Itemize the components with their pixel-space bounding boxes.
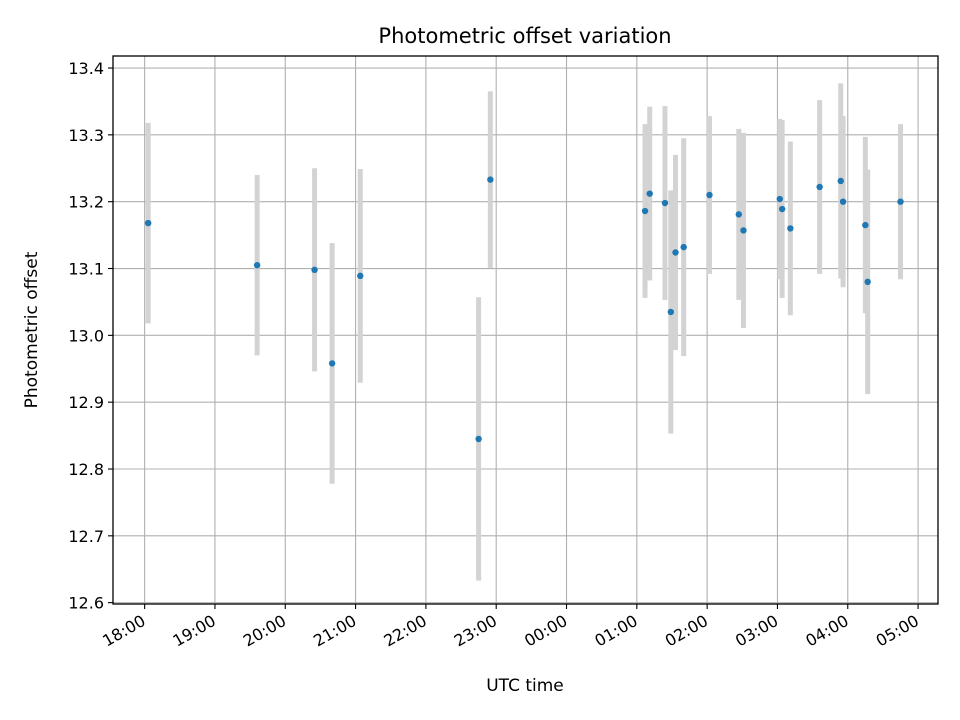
data-point [661, 199, 669, 207]
data-point [862, 221, 869, 229]
data-point [357, 272, 364, 280]
y-tick-label: 13.2 [68, 193, 104, 212]
data-point [672, 249, 679, 256]
data-point [680, 243, 687, 251]
data-point [641, 207, 649, 215]
y-tick-label: 13.0 [68, 326, 104, 345]
data-point [706, 191, 713, 199]
y-tick-label: 12.7 [68, 527, 104, 546]
data-point [740, 227, 747, 234]
y-tick-label: 13.4 [68, 59, 104, 78]
y-tick-label: 12.9 [68, 393, 104, 412]
data-point [864, 278, 871, 286]
chart-title: Photometric offset variation [378, 24, 671, 48]
plot-frame [112, 55, 939, 605]
x-axis-label: UTC time [486, 676, 564, 696]
data-point [144, 219, 152, 227]
data-point [778, 205, 786, 213]
y-tick-label: 12.8 [68, 460, 104, 479]
data-point [897, 198, 904, 205]
data-point [735, 211, 742, 218]
data-point [816, 183, 823, 191]
data-point [646, 190, 653, 197]
data-point [328, 360, 336, 367]
y-tick-label: 13.3 [68, 126, 104, 145]
data-point [839, 198, 847, 205]
data-points [144, 176, 904, 443]
data-point [667, 308, 675, 316]
y-tick-label: 12.6 [68, 594, 104, 613]
data-point [487, 176, 494, 183]
data-point [787, 225, 794, 232]
y-axis-label: Photometric offset [22, 251, 42, 408]
y-tick-label: 13.1 [68, 260, 104, 279]
data-point [776, 195, 783, 203]
data-point [837, 177, 844, 185]
data-point [311, 266, 318, 274]
data-point [253, 261, 261, 269]
data-point [475, 435, 482, 443]
y-axis-ticks: 12.6 12.7 12.8 12.9 13.0 13.1 13.2 13.3 13.4 [68, 59, 113, 613]
